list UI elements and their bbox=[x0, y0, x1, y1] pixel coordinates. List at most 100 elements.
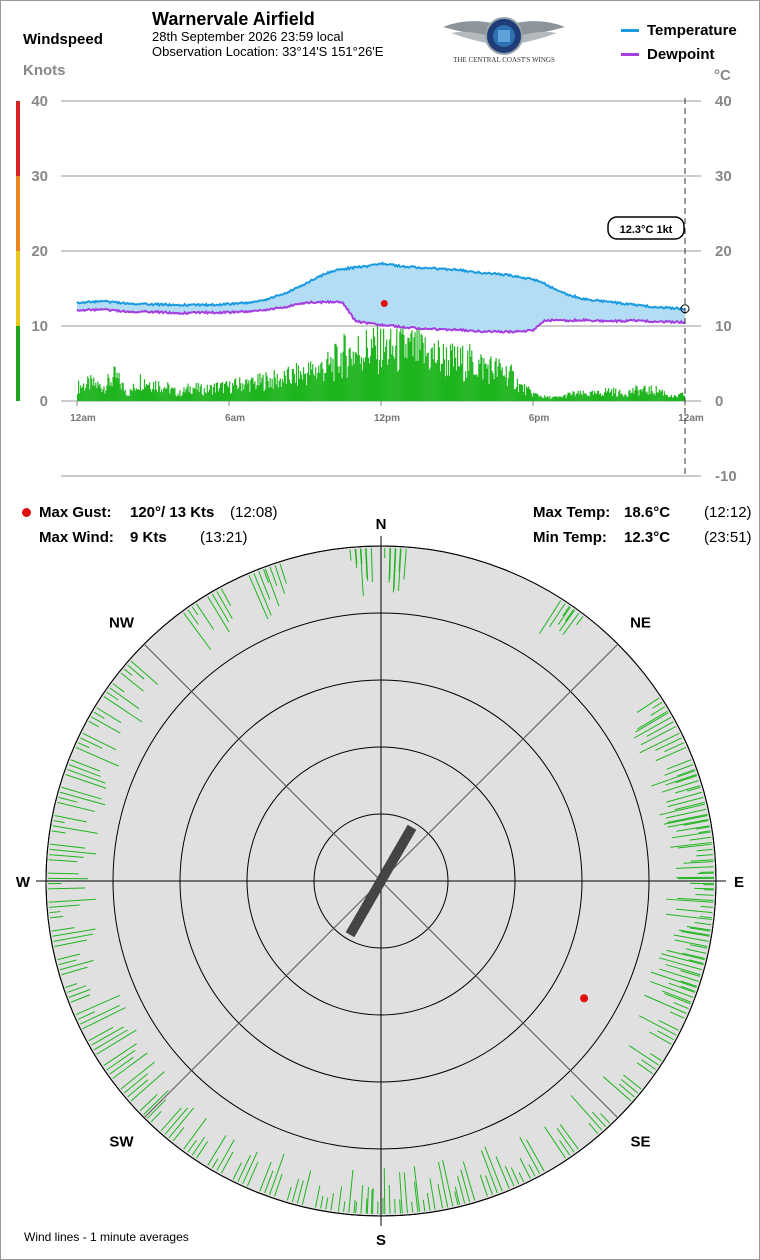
wind-line bbox=[680, 985, 696, 992]
wind-bar bbox=[441, 363, 443, 401]
wind-bar bbox=[224, 382, 227, 401]
wind-line bbox=[694, 922, 712, 926]
wind-bar bbox=[636, 386, 638, 401]
wind-bar bbox=[555, 396, 557, 401]
wind-bar bbox=[595, 394, 598, 401]
wind-line bbox=[442, 1160, 454, 1207]
min-temp-label: Min Temp: bbox=[533, 529, 607, 546]
wind-bar bbox=[341, 378, 343, 401]
wind-bar bbox=[507, 377, 509, 401]
x-tick-label: 6am bbox=[225, 413, 245, 424]
wind-bar bbox=[135, 388, 137, 401]
wind-bar bbox=[287, 366, 289, 401]
wind-bar bbox=[496, 376, 498, 401]
wind-bar bbox=[156, 389, 158, 401]
wind-line bbox=[665, 808, 707, 819]
wind-bar bbox=[643, 386, 645, 401]
wind-bar bbox=[181, 395, 183, 401]
wind-bar bbox=[144, 386, 147, 401]
wind-bar bbox=[675, 396, 678, 401]
wind-bar bbox=[513, 389, 515, 401]
wind-bar bbox=[581, 395, 583, 401]
wind-bar bbox=[589, 391, 591, 401]
wind-line bbox=[232, 1162, 242, 1180]
wind-bar bbox=[286, 369, 288, 401]
wind-bar bbox=[448, 375, 451, 401]
wind-bar bbox=[519, 384, 522, 401]
wind-line bbox=[659, 968, 699, 982]
wind-bar bbox=[654, 395, 656, 401]
wind-bar bbox=[182, 391, 184, 401]
wind-bar bbox=[544, 395, 546, 401]
wind-line bbox=[677, 769, 695, 777]
wind-bar bbox=[552, 396, 554, 401]
windspeed-series bbox=[77, 322, 686, 401]
wind-bar bbox=[148, 382, 151, 401]
wind-line bbox=[112, 683, 125, 693]
wind-line bbox=[666, 949, 705, 961]
wind-bar bbox=[649, 393, 651, 401]
wind-line bbox=[667, 818, 709, 828]
max-wind-label: Max Wind: bbox=[39, 529, 114, 546]
wind-bar bbox=[92, 385, 94, 401]
wind-line bbox=[370, 1189, 373, 1214]
wind-bar bbox=[489, 359, 491, 401]
wind-bar bbox=[288, 379, 290, 401]
wind-bar bbox=[284, 375, 286, 401]
wind-bar bbox=[161, 389, 163, 401]
wind-bar bbox=[108, 377, 110, 401]
wind-line bbox=[437, 1162, 449, 1208]
wind-line bbox=[103, 1043, 137, 1066]
wind-bar bbox=[208, 390, 210, 401]
wind-bar bbox=[167, 382, 169, 401]
wind-line bbox=[650, 971, 697, 988]
wind-bar bbox=[296, 385, 299, 401]
wind-bar bbox=[487, 364, 489, 401]
wind-bar bbox=[421, 335, 423, 401]
wind-bar bbox=[258, 385, 260, 401]
wind-line bbox=[65, 983, 78, 988]
wind-line bbox=[54, 814, 87, 823]
wind-line bbox=[123, 668, 133, 676]
wind-bar bbox=[638, 395, 640, 401]
wind-bar bbox=[385, 346, 387, 401]
direction-spoke bbox=[143, 880, 382, 1119]
wind-line bbox=[426, 1192, 431, 1211]
wind-bar bbox=[672, 396, 675, 401]
wind-bar bbox=[531, 396, 534, 401]
wind-bar bbox=[215, 382, 218, 401]
wind-bar bbox=[553, 396, 555, 401]
wind-line bbox=[150, 1110, 162, 1123]
wind-bar bbox=[563, 395, 565, 401]
wind-bar bbox=[216, 382, 219, 401]
wind-line bbox=[48, 872, 79, 875]
wind-bar bbox=[87, 376, 89, 401]
wind-bar bbox=[370, 338, 373, 401]
wind-line bbox=[674, 939, 708, 948]
wind-line bbox=[49, 854, 84, 858]
wind-line bbox=[77, 742, 90, 749]
wind-line bbox=[59, 959, 94, 971]
wind-line bbox=[690, 859, 714, 862]
wind-bar bbox=[356, 354, 358, 401]
wind-line bbox=[51, 830, 66, 834]
wind-bar bbox=[542, 398, 544, 401]
wind-line bbox=[389, 548, 392, 579]
wind-bar bbox=[543, 397, 545, 401]
max-temp-time: (12:12) bbox=[704, 504, 752, 521]
wind-bar bbox=[372, 327, 375, 401]
wind-line bbox=[68, 764, 101, 777]
wind-bar bbox=[270, 387, 272, 401]
wind-bar bbox=[118, 372, 120, 401]
wind-bar bbox=[537, 394, 539, 401]
wind-line bbox=[670, 841, 712, 848]
wind-line bbox=[49, 843, 86, 849]
wind-line bbox=[635, 712, 669, 733]
wind-bar bbox=[244, 384, 246, 401]
wind-bar bbox=[411, 330, 413, 401]
wind-line bbox=[650, 980, 694, 998]
wind-bar bbox=[105, 390, 107, 401]
wind-bar bbox=[365, 330, 367, 401]
wind-bar bbox=[661, 389, 663, 401]
wind-bar bbox=[387, 364, 389, 401]
